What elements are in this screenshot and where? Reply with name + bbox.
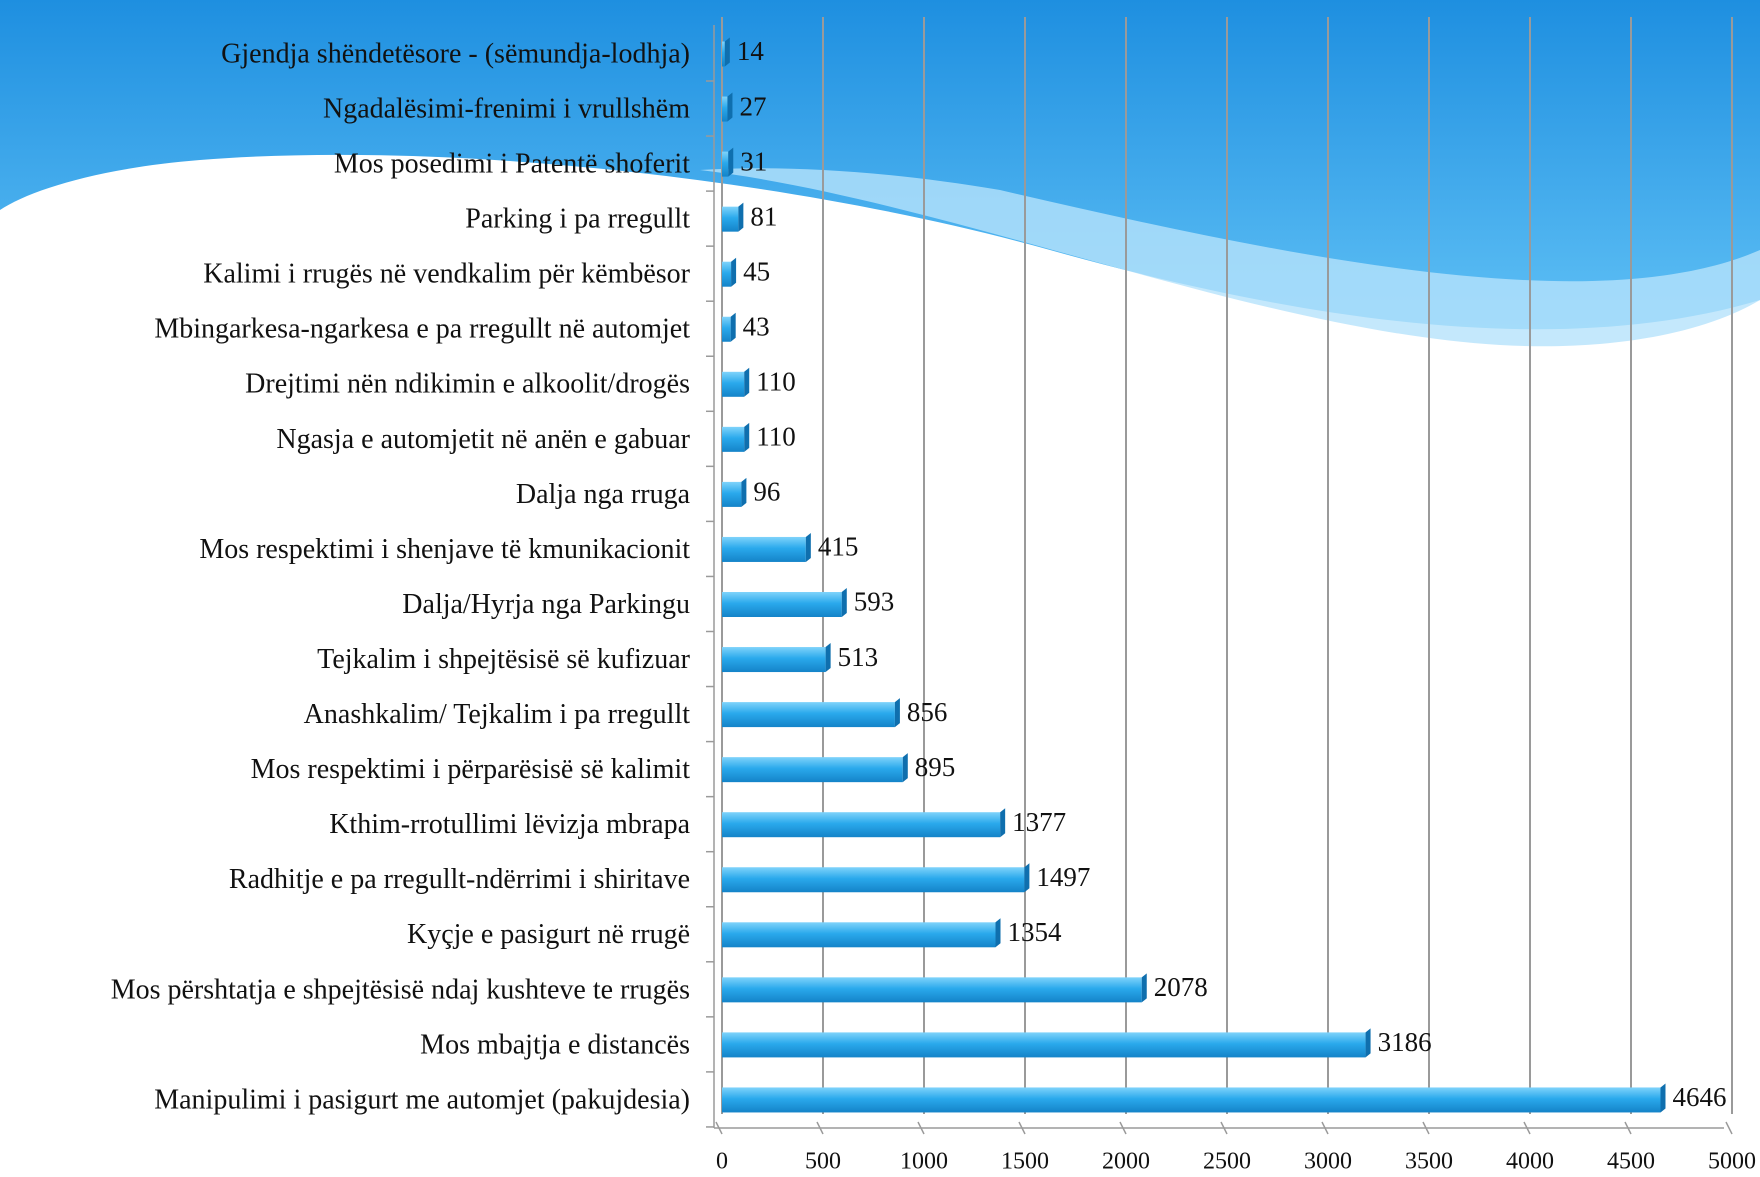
x-tick-label: 4000 <box>1506 1149 1554 1175</box>
x-tick-label: 2000 <box>1102 1149 1150 1175</box>
y-tick-label: Anashkalim/ Tejkalim i pa rregullt <box>304 699 691 730</box>
bar <box>722 757 903 783</box>
bar-cap <box>730 312 736 342</box>
value-label: 110 <box>756 367 796 397</box>
y-tick-label: Ngadalësimi-frenimi i vrullshëm <box>323 93 690 124</box>
bar-cap <box>744 367 750 397</box>
bar <box>722 316 731 342</box>
y-tick-label: Mos posedimi i Patentë shoferit <box>334 149 690 180</box>
bar <box>722 481 742 507</box>
y-tick-label: Tejkalim i shpejtësisë së kufizuar <box>317 644 690 675</box>
x-tick-label: 2500 <box>1203 1149 1251 1175</box>
x-tick-label: 5000 <box>1708 1149 1756 1175</box>
background-wave <box>0 0 1760 330</box>
value-label: 45 <box>743 256 770 286</box>
y-tick-label: Mos mbajtja e distancës <box>420 1029 690 1060</box>
bar <box>722 96 728 122</box>
value-label: 96 <box>753 477 780 507</box>
y-tick-label: Mos përshtatja e shpejtësisë ndaj kushte… <box>111 974 690 1005</box>
x-tick-label: 0 <box>716 1149 728 1175</box>
value-label: 43 <box>743 311 770 341</box>
bar-cap <box>995 918 1001 948</box>
value-label: 1497 <box>1036 862 1090 892</box>
value-label: 513 <box>838 642 879 672</box>
bar <box>722 1032 1366 1058</box>
bar-cap <box>727 92 733 122</box>
bar-cap <box>744 422 750 452</box>
value-label: 1377 <box>1012 807 1066 837</box>
bar-cap <box>1660 1083 1666 1113</box>
value-label: 1354 <box>1008 917 1063 947</box>
bar <box>722 41 725 67</box>
bar-cap <box>1000 808 1006 838</box>
bar <box>722 426 745 452</box>
y-tick-label: Parking i pa rregullt <box>465 204 690 235</box>
bar-cap <box>724 37 730 67</box>
value-label: 593 <box>854 587 895 617</box>
bar <box>722 867 1025 893</box>
bar <box>722 812 1001 838</box>
value-label: 4646 <box>1672 1082 1726 1112</box>
bar <box>722 702 895 728</box>
y-tick-label: Dalja/Hyrja nga Parkingu <box>402 589 690 620</box>
y-tick-label: Mbingarkesa-ngarkesa e pa rregullt në au… <box>154 314 690 345</box>
bar <box>722 592 842 617</box>
value-label: 110 <box>756 422 796 452</box>
bar-cap <box>741 477 747 507</box>
value-label: 415 <box>818 532 859 562</box>
tick-mark <box>1725 1121 1733 1135</box>
value-label: 895 <box>915 752 956 782</box>
bar-cap <box>1024 863 1030 893</box>
y-tick-label: Mos respektimi i shenjave të kmunikacion… <box>199 534 690 565</box>
bar <box>722 371 745 397</box>
y-tick-label: Ngasja e automjetit në anën e gabuar <box>276 424 690 455</box>
bar-cap <box>825 643 831 673</box>
x-tick-label: 1000 <box>900 1149 948 1175</box>
bar-cap <box>902 753 908 783</box>
y-tick-label: Radhitje e pa rregullt-ndërrimi i shirit… <box>229 864 690 895</box>
y-tick-label: Kthim-rrotullimi lëvizja mbrapa <box>329 809 690 840</box>
bar-cap <box>841 588 847 617</box>
bar-cap <box>731 257 737 287</box>
bar <box>722 977 1142 1003</box>
y-tick-label: Kalimi i rrugës në vendkalim për këmbëso… <box>203 259 690 290</box>
y-tick-label: Dalja nga rruga <box>516 479 691 510</box>
value-label: 31 <box>740 146 767 176</box>
value-label: 3186 <box>1378 1027 1432 1057</box>
y-tick-label: Mos respektimi i përparësisë së kalimit <box>251 754 691 785</box>
value-label: 14 <box>737 36 765 66</box>
bar-cap <box>894 698 900 728</box>
y-tick-label: Kyçje e pasigurt në rrugë <box>407 919 690 950</box>
bar-cap <box>805 532 811 562</box>
x-tick-label: 4500 <box>1607 1149 1655 1175</box>
y-tick-label: Manipulimi i pasigurt me automjet (pakuj… <box>154 1084 690 1115</box>
bar <box>722 536 806 562</box>
bar <box>722 151 729 177</box>
bar-cap <box>1365 1028 1371 1058</box>
x-tick-label: 3000 <box>1304 1149 1352 1175</box>
value-label: 856 <box>907 697 948 727</box>
value-label: 27 <box>739 91 766 121</box>
background-wave-light <box>700 168 1760 347</box>
value-label: 2078 <box>1154 972 1208 1002</box>
bar <box>722 647 826 673</box>
bar-cap <box>728 147 734 177</box>
y-tick-label: Drejtimi nën ndikimin e alkoolit/drogës <box>245 369 690 400</box>
bar <box>722 1087 1661 1113</box>
x-tick-label: 1500 <box>1001 1149 1049 1175</box>
bar-cap <box>738 202 744 232</box>
x-tick-label: 3500 <box>1405 1149 1453 1175</box>
bar-cap <box>1141 973 1147 1003</box>
bar <box>722 922 996 948</box>
y-tick-label: Gjendja shëndetësore - (sëmundja-lodhja) <box>221 38 690 69</box>
value-label: 81 <box>750 201 777 231</box>
bar <box>722 261 732 287</box>
x-tick-label: 500 <box>805 1149 841 1175</box>
bar <box>722 206 739 232</box>
